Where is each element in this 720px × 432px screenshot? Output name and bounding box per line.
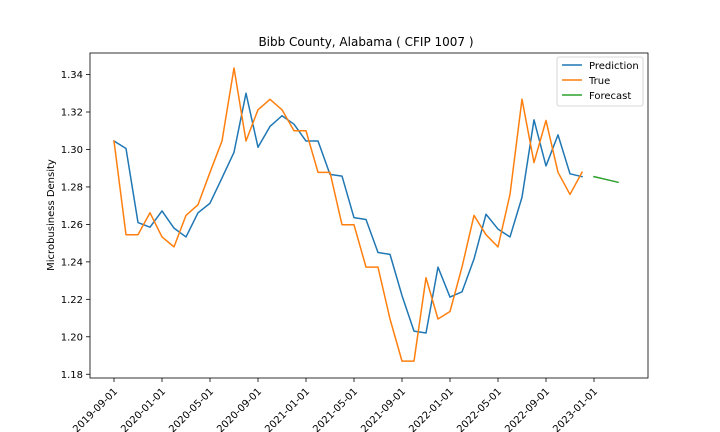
y-tick-label: 1.18 — [61, 370, 83, 381]
y-tick-label: 1.32 — [61, 108, 83, 119]
legend-box — [556, 56, 644, 107]
legend: Prediction True Forecast — [556, 56, 644, 107]
series-layer — [112, 67, 619, 362]
y-axis-title: Microbusiness Density — [46, 159, 57, 271]
series-line-forecast — [593, 175, 619, 184]
y-tick-label: 1.22 — [61, 295, 83, 306]
y-tick-label: 1.34 — [61, 70, 83, 81]
series-line-true — [113, 67, 584, 362]
y-tick-label: 1.30 — [61, 145, 83, 156]
y-tick-label: 1.26 — [61, 220, 83, 231]
y-tick-label: 1.28 — [61, 182, 83, 193]
y-tick-label: 1.20 — [61, 332, 83, 343]
legend-label-true: True — [588, 76, 610, 87]
plot-area-frame — [89, 52, 649, 379]
chart-title: Bibb County, Alabama ( CFIP 1007 ) — [258, 35, 473, 49]
legend-label-prediction: Prediction — [589, 61, 639, 72]
series-line-prediction — [112, 92, 583, 334]
y-tick-label: 1.24 — [61, 257, 83, 268]
legend-label-forecast: Forecast — [589, 91, 631, 102]
